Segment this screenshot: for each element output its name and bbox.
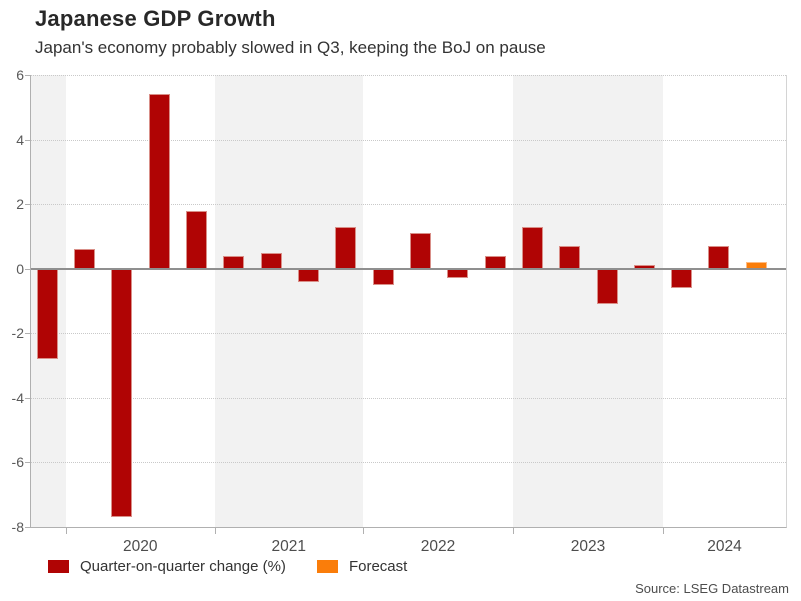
year-band (214, 75, 363, 527)
bar-2022-q3 (447, 268, 469, 279)
y-tick-mark (25, 333, 31, 335)
x-tick-mark (66, 527, 67, 534)
legend-item-forecast: Forecast (316, 558, 408, 575)
bar-2021-q2 (260, 252, 282, 269)
y-tick-mark (25, 139, 31, 141)
y-tick-label: -8 (11, 519, 24, 535)
chart-legend: Quarter-on-quarter change (%) Forecast (48, 558, 407, 575)
y-tick-label: 4 (16, 131, 24, 148)
y-tick-label: 6 (16, 67, 24, 83)
plot-area: 6 4 2 0 -2 -4 -6 -8 2020 2021 2022 2023 2024 (12, 68, 787, 555)
bar-2023-q2 (559, 246, 581, 269)
legend-label-forecast: Forecast (348, 558, 408, 575)
bar-2022-q2 (409, 233, 431, 269)
y-tick-label: 0 (16, 260, 24, 277)
bar-2021-q4 (335, 226, 357, 269)
x-axis-year-label: 2022 (420, 538, 456, 555)
bar-2024-q1 (671, 268, 693, 289)
bar-2021-q3 (298, 268, 320, 282)
x-axis-year-label: 2023 (570, 538, 606, 555)
source-attribution: Source: LSEG Datastream (635, 581, 789, 596)
gridline (31, 397, 786, 399)
gridline (31, 204, 786, 206)
x-tick-mark (513, 527, 514, 534)
x-tick-mark (663, 527, 664, 534)
x-axis-year-label: 2021 (271, 538, 306, 555)
gridline (31, 333, 786, 335)
bar-2020-q2 (111, 268, 133, 518)
bar-2020-q4 (186, 210, 208, 269)
gridline (31, 75, 786, 76)
y-tick-mark (25, 268, 31, 270)
zero-baseline (31, 267, 786, 270)
legend-label-qoq: Quarter-on-quarter change (%) (80, 558, 286, 575)
y-tick-label: -4 (11, 389, 24, 406)
bar-2023-q3 (596, 268, 618, 305)
x-axis-year-label: 2024 (707, 538, 742, 555)
chart-title: Japanese GDP Growth (35, 6, 276, 31)
year-band (513, 75, 663, 527)
legend-item-qoq: Quarter-on-quarter change (%) (48, 558, 286, 575)
bar-2020-q1 (74, 249, 96, 269)
y-tick-mark (25, 527, 31, 528)
x-tick-mark (363, 527, 364, 534)
y-tick-mark (25, 462, 31, 464)
y-tick-label: 2 (16, 196, 24, 213)
y-tick-mark (25, 397, 31, 399)
bar-2023-q1 (521, 226, 543, 269)
gridline (31, 139, 786, 141)
chart-subtitle: Japan's economy probably slowed in Q3, k… (35, 38, 546, 57)
gridline (31, 462, 786, 464)
y-tick-label: -6 (11, 454, 24, 471)
legend-swatch-forecast-icon (316, 560, 338, 573)
x-tick-mark (214, 527, 216, 534)
y-tick-mark (25, 204, 31, 206)
bar-2019-q4 (36, 268, 58, 360)
bar-2022-q1 (372, 268, 394, 285)
y-tick-label: -2 (11, 325, 24, 342)
y-tick-mark (25, 75, 31, 76)
legend-swatch-qoq-icon (48, 560, 69, 573)
x-axis-year-label: 2020 (123, 538, 158, 555)
bar-2020-q3 (148, 94, 170, 269)
bar-2024-q2 (708, 246, 730, 269)
